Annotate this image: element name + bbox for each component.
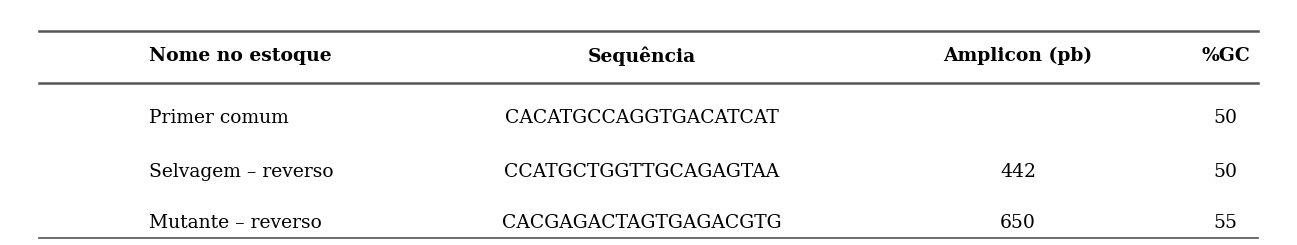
Text: Amplicon (pb): Amplicon (pb) (944, 47, 1092, 65)
Text: CCATGCTGGTTGCAGAGTAA: CCATGCTGGTTGCAGAGTAA (505, 162, 779, 181)
Text: Selvagem – reverso: Selvagem – reverso (149, 162, 333, 181)
Text: 650: 650 (1000, 214, 1036, 232)
Text: Sequência: Sequência (588, 47, 696, 66)
Text: 442: 442 (1000, 162, 1036, 181)
Text: %GC: %GC (1201, 47, 1250, 65)
Text: 50: 50 (1214, 162, 1237, 181)
Text: 55: 55 (1214, 214, 1237, 232)
Text: CACATGCCAGGTGACATCAT: CACATGCCAGGTGACATCAT (505, 109, 779, 127)
Text: Primer comum: Primer comum (149, 109, 289, 127)
Text: CACGAGACTAGTGAGACGTG: CACGAGACTAGTGAGACGTG (502, 214, 782, 232)
Text: Mutante – reverso: Mutante – reverso (149, 214, 322, 232)
Text: Nome no estoque: Nome no estoque (149, 47, 332, 65)
Text: 50: 50 (1214, 109, 1237, 127)
